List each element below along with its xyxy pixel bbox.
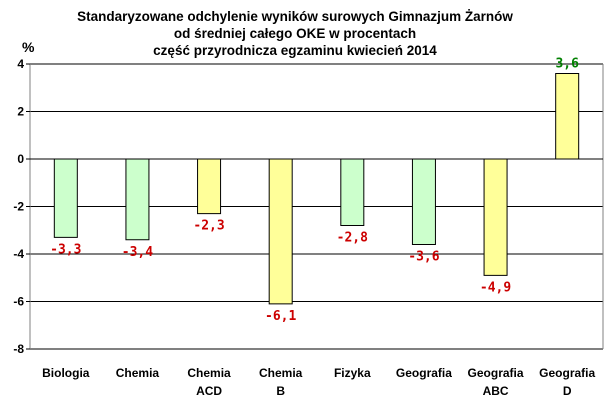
chart-title-line-1: Standaryzowane odchylenie wyników surowy…: [77, 9, 513, 24]
data-label-7: 3,6: [555, 57, 579, 72]
data-label-4: -2,8: [337, 231, 368, 246]
bar-3: [268, 158, 293, 305]
y-axis-unit-label: %: [22, 39, 35, 55]
y-tick-label-1: 2: [17, 105, 24, 119]
x-tick-label-2-0: Chemia: [187, 366, 231, 380]
chart-title-line-3: część przyrodnicza egzaminu kwiecień 201…: [153, 43, 437, 58]
y-tick-label-5: -6: [13, 295, 24, 309]
data-label-6: -4,9: [480, 280, 511, 295]
x-tick-label-0-0: Biologia: [42, 366, 90, 380]
data-label-0: -3,3: [50, 242, 81, 257]
y-tick-label-2: 0: [17, 152, 24, 166]
y-tick-label-3: -2: [13, 200, 24, 214]
bar-4: [340, 158, 365, 226]
data-label-2: -2,3: [193, 219, 224, 234]
x-tick-label-7-0: Geografia: [539, 366, 595, 380]
data-label-1: -3,4: [122, 245, 153, 260]
plot-area: 4 2 0 -2 -4 -6 -8 -3,3 -3,4 -2,3 -6,1 -2,8 -3,6 -4,9 3…: [13, 57, 604, 398]
bar-7: [555, 73, 580, 160]
y-tick-label-0: 4: [17, 57, 24, 71]
bar-2: [197, 158, 222, 215]
chart-title: Standaryzowane odchylenie wyników surowy…: [77, 9, 513, 58]
bar-0: [53, 158, 78, 238]
bar-1: [125, 158, 150, 241]
data-label-3: -6,1: [265, 309, 296, 324]
x-tick-label-3-1: B: [276, 384, 285, 398]
x-tick-label-1-0: Chemia: [116, 366, 160, 380]
x-tick-label-5-0: Geografia: [396, 366, 452, 380]
bar-6: [483, 158, 508, 276]
bar-5: [411, 158, 436, 245]
chart-title-line-2: od średniej całego OKE w procentach: [174, 26, 416, 41]
data-label-5: -3,6: [408, 250, 439, 265]
x-tick-label-2-1: ACD: [196, 384, 222, 398]
x-tick-label-7-1: D: [563, 384, 572, 398]
y-tick-label-4: -4: [13, 247, 24, 261]
y-tick-label-6: -8: [13, 342, 24, 356]
x-tick-label-6-1: ABC: [483, 384, 509, 398]
x-tick-label-3-0: Chemia: [259, 366, 303, 380]
x-tick-label-6-0: Geografia: [468, 366, 524, 380]
x-tick-label-4-0: Fizyka: [334, 366, 371, 380]
